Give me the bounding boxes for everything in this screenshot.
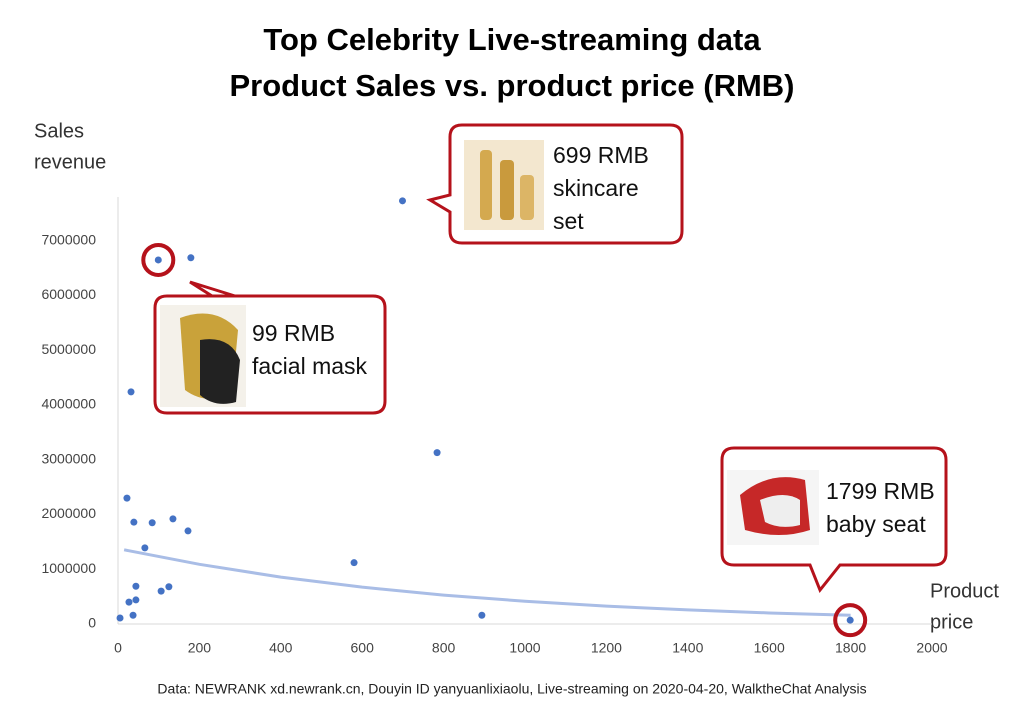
- y-tick-label: 4000000: [41, 396, 96, 412]
- highlight-ring: [141, 242, 176, 277]
- point: [132, 596, 140, 604]
- point: [165, 583, 173, 591]
- y-tick-label: 5000000: [41, 341, 96, 357]
- y-axis-label: revenue: [34, 151, 106, 173]
- point: [154, 256, 162, 264]
- x-tick-label: 1400: [672, 640, 703, 656]
- chart-title: Product Sales vs. product price (RMB): [230, 68, 795, 103]
- product-image: [760, 495, 800, 527]
- x-tick-label: 0: [114, 640, 122, 656]
- annotation: set: [553, 208, 584, 234]
- annotation: 99 RMB: [252, 320, 335, 346]
- product-image: [500, 160, 514, 220]
- chart-title: Top Celebrity Live-streaming data: [263, 22, 761, 57]
- x-tick-label: 200: [188, 640, 212, 656]
- point: [148, 519, 156, 527]
- x-tick-label: 1800: [835, 640, 866, 656]
- x-tick-label: 800: [432, 640, 456, 656]
- product-image: [480, 150, 492, 220]
- point: [123, 494, 131, 502]
- point: [187, 254, 195, 262]
- point: [132, 582, 140, 590]
- y-tick-label: 0: [88, 615, 96, 631]
- trendline: [123, 548, 851, 617]
- point: [433, 449, 441, 457]
- x-tick-label: 400: [269, 640, 293, 656]
- point: [184, 527, 192, 535]
- x-tick-label: 1000: [509, 640, 540, 656]
- y-axis-label: Sales: [34, 120, 84, 142]
- product-image: [520, 175, 534, 220]
- annotation: baby seat: [826, 511, 926, 537]
- point: [127, 388, 135, 396]
- point: [846, 616, 854, 624]
- x-tick-label: 600: [351, 640, 375, 656]
- x-tick-label: 1200: [591, 640, 622, 656]
- point: [130, 518, 138, 526]
- y-tick-label: 3000000: [41, 450, 96, 466]
- annotation: facial mask: [252, 353, 368, 379]
- x-tick-label: 1600: [754, 640, 785, 656]
- source: Data: NEWRANK xd.newrank.cn, Douyin ID y…: [157, 681, 866, 697]
- point: [125, 598, 133, 606]
- y-tick-label: 7000000: [41, 231, 96, 247]
- x-tick-label: 2000: [916, 640, 947, 656]
- point: [350, 559, 358, 567]
- point: [141, 544, 149, 552]
- y-tick-label: 2000000: [41, 505, 96, 521]
- y-tick-label: 6000000: [41, 286, 96, 302]
- annotation: skincare: [553, 175, 639, 201]
- point: [116, 614, 124, 622]
- product-image: [200, 339, 240, 404]
- point: [169, 515, 177, 523]
- y-tick-label: 1000000: [41, 560, 96, 576]
- x-axis-label: Product: [930, 580, 999, 602]
- point: [129, 611, 137, 619]
- annotation: 1799 RMB: [826, 478, 935, 504]
- highlight-ring: [833, 603, 868, 638]
- point: [157, 587, 165, 595]
- point: [398, 197, 406, 205]
- x-axis-label: price: [930, 611, 973, 633]
- point: [478, 611, 486, 619]
- annotation: 699 RMB: [553, 142, 649, 168]
